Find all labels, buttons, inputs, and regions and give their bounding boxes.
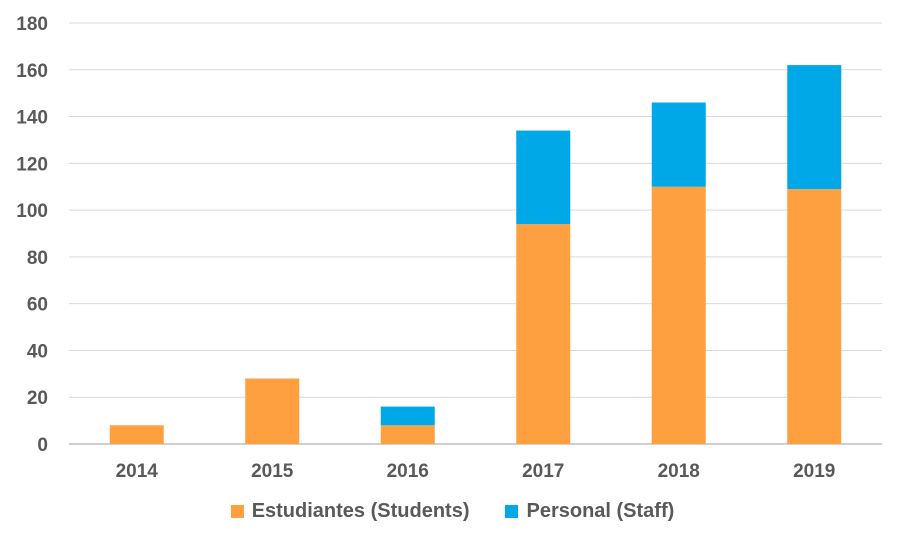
bar-students-2015 bbox=[245, 378, 300, 444]
legend-label-students: Estudiantes (Students) bbox=[251, 500, 470, 522]
bar-staff-2018 bbox=[651, 102, 706, 187]
y-axis: 0 20 40 60 80 100 120 140 160 180 bbox=[16, 14, 48, 456]
legend-label-staff: Personal (Staff) bbox=[526, 500, 675, 522]
bars bbox=[109, 65, 842, 444]
bar-students-2019 bbox=[787, 189, 842, 444]
bar-students-2016 bbox=[380, 425, 435, 444]
y-tick-label: 40 bbox=[27, 341, 48, 362]
y-tick-label: 180 bbox=[16, 14, 48, 35]
gridlines bbox=[69, 22, 882, 445]
x-tick-label: 2014 bbox=[116, 461, 159, 482]
legend-item-students: Estudiantes (Students) bbox=[230, 500, 470, 523]
y-tick-label: 20 bbox=[27, 388, 48, 409]
x-tick-label: 2016 bbox=[387, 461, 429, 482]
x-tick-label: 2018 bbox=[658, 461, 700, 482]
legend-swatch-staff bbox=[505, 505, 519, 518]
legend: Estudiantes (Students) Personal (Staff) bbox=[0, 500, 905, 523]
bar-students-2017 bbox=[516, 224, 571, 444]
x-tick-label: 2017 bbox=[522, 461, 564, 482]
bar-staff-2019 bbox=[787, 65, 842, 190]
legend-swatch-students bbox=[230, 505, 244, 518]
y-tick-label: 0 bbox=[37, 435, 48, 456]
y-tick-label: 160 bbox=[16, 61, 48, 82]
bar-staff-2017 bbox=[516, 130, 571, 225]
bar-staff-2016 bbox=[380, 406, 435, 426]
bar-students-2014 bbox=[109, 425, 164, 444]
x-tick-label: 2015 bbox=[251, 461, 294, 482]
x-tick-label: 2019 bbox=[793, 461, 835, 482]
y-tick-label: 80 bbox=[27, 248, 48, 269]
x-axis: 2014 2015 2016 2017 2018 2019 bbox=[116, 461, 836, 482]
y-tick-label: 60 bbox=[27, 295, 48, 316]
legend-item-staff: Personal (Staff) bbox=[505, 500, 674, 523]
y-tick-label: 120 bbox=[16, 154, 48, 175]
y-tick-label: 100 bbox=[16, 201, 48, 222]
y-tick-label: 140 bbox=[16, 108, 48, 129]
bar-students-2018 bbox=[651, 186, 706, 444]
